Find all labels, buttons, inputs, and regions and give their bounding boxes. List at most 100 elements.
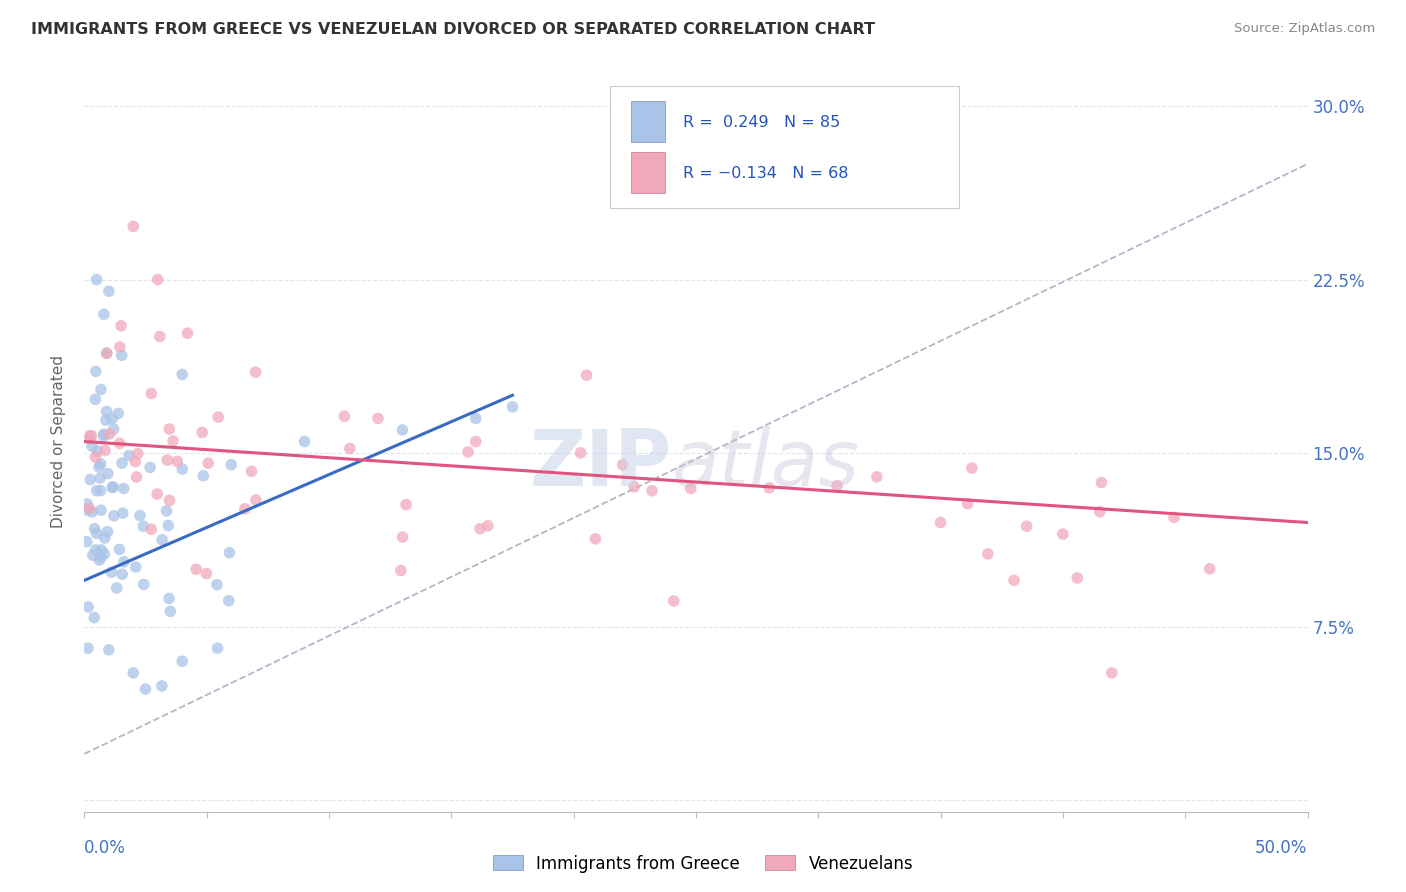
Point: [101, 480, 124, 494]
Point: [111, 567, 134, 582]
Bar: [631, 101, 665, 142]
Point: [139, 460, 162, 475]
Point: [389, 564, 412, 578]
Point: [110, 318, 132, 333]
Text: R = −0.134   N = 68: R = −0.134 N = 68: [682, 166, 848, 181]
Point: [79, 473, 101, 487]
Point: [583, 532, 606, 546]
Point: [233, 501, 256, 516]
Point: [108, 542, 131, 557]
Point: [1066, 571, 1088, 585]
Point: [96, 346, 118, 360]
Point: [623, 480, 645, 494]
Point: [124, 455, 146, 469]
Point: [86, 272, 108, 286]
Point: [960, 461, 983, 475]
Y-axis label: Divorced or Separated: Divorced or Separated: [51, 355, 66, 528]
Point: [468, 522, 491, 536]
Point: [245, 365, 267, 379]
Point: [205, 578, 228, 592]
Point: [219, 458, 242, 472]
Point: [77, 641, 100, 656]
Point: [97, 642, 120, 657]
Text: ZIP: ZIP: [529, 425, 672, 502]
Point: [150, 533, 173, 547]
Point: [94, 531, 117, 545]
Point: [146, 272, 169, 286]
Point: [127, 446, 149, 460]
Point: [157, 422, 180, 436]
Point: [100, 565, 122, 579]
Point: [108, 436, 131, 450]
Point: [129, 508, 152, 523]
Point: [166, 454, 188, 468]
Point: [679, 482, 702, 496]
Point: [76, 497, 98, 511]
Bar: [631, 153, 665, 194]
Point: [150, 679, 173, 693]
Point: [97, 467, 120, 481]
Point: [111, 456, 134, 470]
Point: [457, 445, 479, 459]
Point: [1088, 505, 1111, 519]
Point: [149, 329, 172, 343]
Point: [186, 562, 208, 576]
Point: [89, 471, 111, 485]
Point: [96, 404, 118, 418]
Point: [111, 506, 134, 520]
Point: [132, 519, 155, 533]
Point: [1002, 574, 1025, 588]
Point: [84, 364, 107, 378]
Point: [97, 284, 120, 298]
Point: [90, 383, 112, 397]
Point: [83, 522, 105, 536]
Text: 0.0%: 0.0%: [84, 839, 127, 857]
Point: [93, 429, 115, 443]
Point: [825, 479, 848, 493]
Point: [159, 604, 181, 618]
Point: [575, 368, 598, 383]
Point: [76, 503, 98, 517]
Point: [98, 427, 121, 442]
Point: [80, 439, 103, 453]
Point: [1198, 562, 1220, 576]
Point: [866, 470, 889, 484]
Point: [218, 593, 240, 607]
Point: [83, 610, 105, 624]
Point: [84, 542, 107, 557]
Point: [132, 577, 155, 591]
Point: [86, 483, 108, 498]
Point: [122, 665, 145, 680]
Point: [172, 462, 194, 476]
Point: [96, 524, 118, 539]
Point: [90, 457, 112, 471]
Point: [193, 468, 215, 483]
Point: [90, 550, 112, 565]
Point: [93, 547, 115, 561]
Point: [93, 307, 115, 321]
Point: [135, 682, 157, 697]
Point: [101, 481, 124, 495]
Point: [90, 503, 112, 517]
Point: [125, 470, 148, 484]
Point: [929, 516, 952, 530]
Point: [80, 429, 103, 443]
Point: [86, 444, 108, 458]
Legend: Immigrants from Greece, Venezuelans: Immigrants from Greece, Venezuelans: [486, 848, 920, 880]
Point: [89, 483, 111, 498]
Point: [191, 425, 214, 440]
Point: [159, 493, 181, 508]
Point: [89, 553, 111, 567]
Point: [294, 434, 316, 449]
Point: [105, 581, 128, 595]
Point: [391, 423, 413, 437]
Point: [84, 392, 107, 407]
Point: [146, 487, 169, 501]
Point: [367, 411, 389, 425]
Point: [87, 460, 110, 475]
Point: [103, 422, 125, 436]
Point: [218, 546, 240, 560]
Point: [176, 326, 198, 341]
Point: [333, 409, 356, 424]
Point: [107, 406, 129, 420]
